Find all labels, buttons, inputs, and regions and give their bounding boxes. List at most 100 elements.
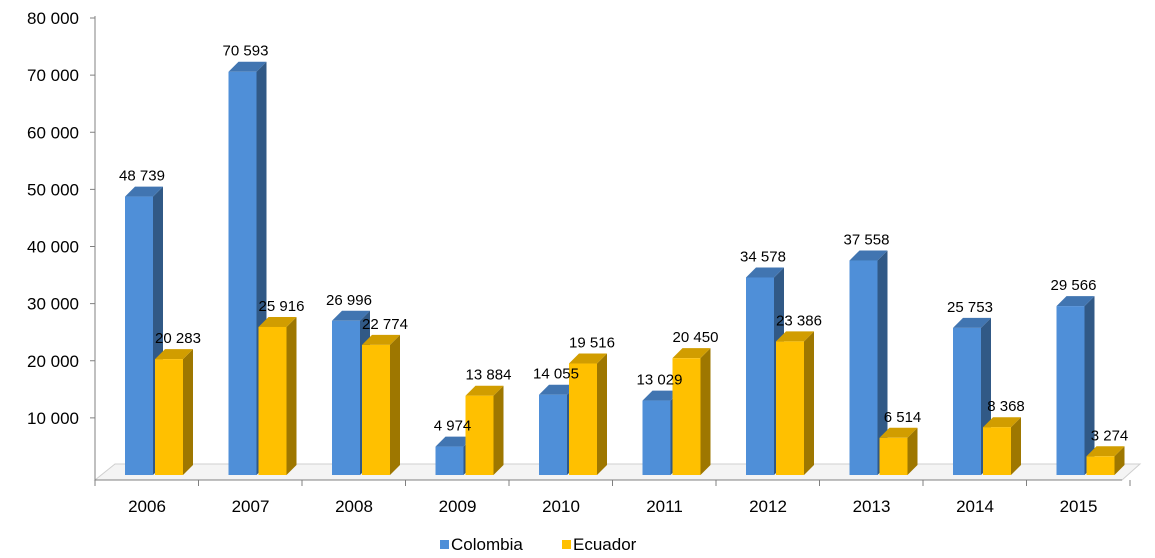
x-tick-label: 2010 bbox=[542, 497, 580, 516]
bar-top bbox=[1086, 446, 1125, 457]
bar-front bbox=[983, 427, 1011, 475]
bar-ecuador-2014 bbox=[983, 417, 1021, 475]
y-tick-label: 70 000 bbox=[27, 66, 79, 85]
bar-ecuador-2013 bbox=[879, 427, 918, 475]
data-label-ecuador: 6 514 bbox=[884, 409, 922, 426]
legend-swatch bbox=[440, 540, 449, 549]
bar-top bbox=[465, 385, 504, 396]
y-tick-label: 80 000 bbox=[27, 9, 79, 28]
x-tick-label: 2007 bbox=[232, 497, 270, 516]
bar-top bbox=[569, 353, 607, 364]
x-tick-label: 2014 bbox=[956, 497, 994, 516]
bar-colombia-2006 bbox=[125, 186, 163, 475]
bar-top bbox=[332, 310, 370, 321]
bar-front bbox=[879, 437, 908, 475]
legend-swatch bbox=[562, 540, 571, 549]
data-label-colombia: 34 578 bbox=[740, 248, 786, 265]
bar-front bbox=[776, 341, 804, 475]
bar-side bbox=[493, 385, 504, 475]
bar-front bbox=[672, 358, 701, 475]
bar-front bbox=[642, 400, 671, 475]
bar-top bbox=[983, 417, 1021, 428]
bar-front bbox=[1086, 456, 1115, 475]
legend-label: Colombia bbox=[451, 535, 523, 554]
y-tick-label: 10 000 bbox=[27, 409, 79, 428]
bar-front bbox=[155, 359, 183, 475]
bar-ecuador-2007 bbox=[258, 316, 297, 475]
chart-axes: 10 000 20 000 30 000 40 000 50 000 60 000 70 0… bbox=[27, 9, 1131, 516]
bar-ecuador-2012 bbox=[776, 331, 814, 475]
bar-top bbox=[776, 331, 814, 342]
x-tick-label: 2013 bbox=[853, 497, 891, 516]
bar-ecuador-2011 bbox=[672, 348, 711, 475]
bar-colombia-2015 bbox=[1056, 296, 1095, 475]
bar-top bbox=[435, 436, 474, 447]
bar-top bbox=[672, 348, 711, 359]
data-label-ecuador: 22 774 bbox=[362, 316, 408, 333]
data-label-ecuador: 3 274 bbox=[1091, 427, 1129, 444]
bar-colombia-2013 bbox=[849, 250, 888, 475]
legend-item-ecuador: Ecuador bbox=[562, 535, 637, 554]
data-label-ecuador: 20 450 bbox=[673, 329, 719, 346]
chart-bars bbox=[125, 61, 1125, 475]
bar-top bbox=[746, 267, 784, 278]
bar-front bbox=[849, 260, 878, 475]
bar-side bbox=[183, 349, 193, 475]
bar-side bbox=[597, 353, 607, 475]
bar-top bbox=[539, 384, 577, 395]
bar-top bbox=[125, 186, 163, 197]
bar-front bbox=[1056, 306, 1085, 475]
bar-front bbox=[953, 327, 981, 475]
data-label-colombia: 37 558 bbox=[844, 231, 890, 248]
bar-side bbox=[390, 334, 400, 475]
bar-front bbox=[746, 277, 774, 475]
data-label-ecuador: 19 516 bbox=[569, 335, 615, 352]
data-label-ecuador: 13 884 bbox=[466, 367, 512, 384]
bar-ecuador-2008 bbox=[362, 334, 400, 475]
y-tick-label: 50 000 bbox=[27, 180, 79, 199]
bar-front bbox=[332, 320, 360, 475]
bar-front bbox=[125, 196, 153, 475]
x-tick-label: 2008 bbox=[335, 497, 373, 516]
legend-label: Ecuador bbox=[573, 535, 637, 554]
data-label-colombia: 26 996 bbox=[326, 292, 372, 309]
x-tick-label: 2006 bbox=[128, 497, 166, 516]
bar-ecuador-2010 bbox=[569, 353, 607, 475]
bar-side bbox=[286, 316, 297, 475]
bar-ecuador-2009 bbox=[465, 385, 504, 475]
data-label-ecuador: 8 368 bbox=[987, 398, 1025, 415]
x-tick-label: 2015 bbox=[1060, 497, 1098, 516]
bar-top bbox=[228, 61, 267, 72]
legend-item-colombia: Colombia bbox=[440, 535, 523, 554]
data-label-colombia: 4 974 bbox=[434, 418, 472, 435]
data-label-colombia: 25 753 bbox=[947, 299, 993, 316]
bar-top bbox=[362, 334, 400, 345]
bar-front bbox=[539, 394, 567, 475]
bar-side bbox=[907, 427, 918, 475]
bar-front bbox=[569, 363, 597, 475]
y-tick-label: 20 000 bbox=[27, 352, 79, 371]
y-tick-label: 60 000 bbox=[27, 123, 79, 142]
bar-side bbox=[804, 331, 814, 475]
bar-top bbox=[642, 390, 681, 401]
bar-side bbox=[1084, 296, 1095, 475]
x-tick-label: 2011 bbox=[646, 497, 683, 516]
data-label-colombia: 13 029 bbox=[637, 372, 683, 389]
bar-front bbox=[465, 395, 494, 475]
data-label-colombia: 48 739 bbox=[119, 168, 165, 185]
bar-ecuador-2015 bbox=[1086, 446, 1125, 475]
bar-side bbox=[700, 348, 711, 475]
bar-top bbox=[953, 317, 991, 328]
bar-top bbox=[849, 250, 888, 261]
data-label-colombia: 14 055 bbox=[533, 366, 579, 383]
bar-front bbox=[228, 71, 257, 475]
bar-front bbox=[362, 344, 390, 475]
data-label-ecuador: 25 916 bbox=[259, 298, 305, 315]
bar-side bbox=[1114, 446, 1125, 475]
data-label-ecuador: 23 386 bbox=[776, 312, 822, 329]
bar-ecuador-2006 bbox=[155, 349, 193, 475]
bar-front bbox=[435, 446, 464, 475]
x-tick-label: 2009 bbox=[439, 497, 477, 516]
y-tick-label: 30 000 bbox=[27, 295, 79, 314]
